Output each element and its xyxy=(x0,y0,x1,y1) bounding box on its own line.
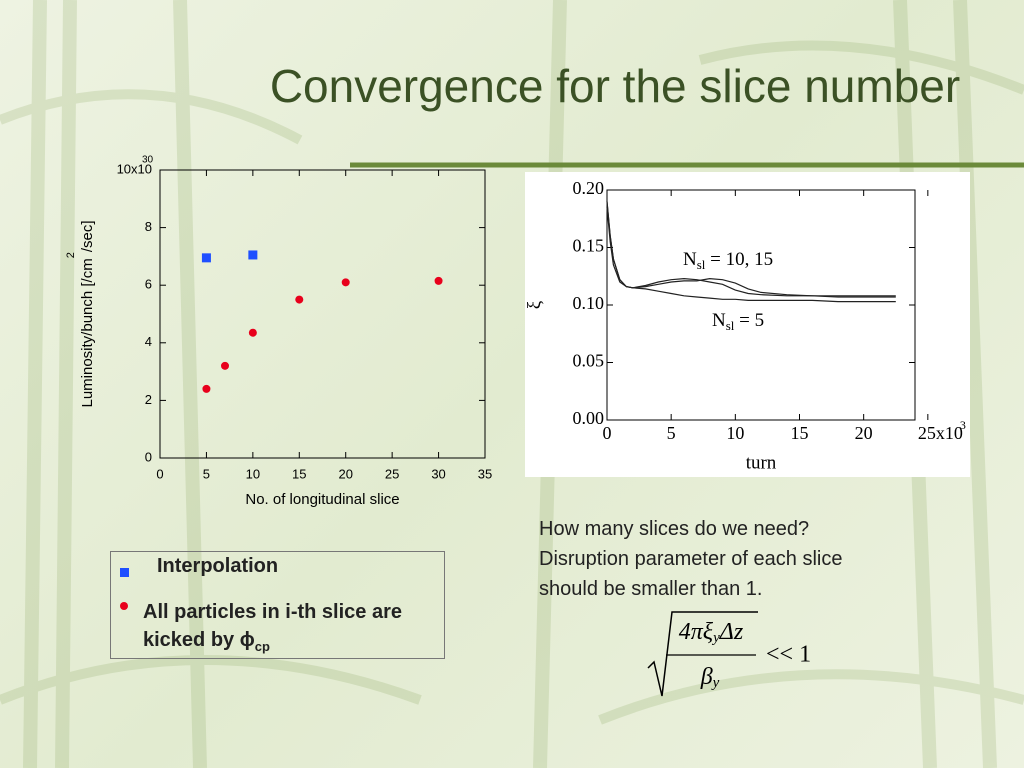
y-tick-label: 6 xyxy=(145,277,152,292)
x-tick-label: 10 xyxy=(246,466,260,481)
x-tick-label: 30 xyxy=(431,466,445,481)
point xyxy=(248,328,257,337)
y-tick-label: 0.00 xyxy=(573,408,605,428)
chart-panel xyxy=(525,172,970,477)
point xyxy=(341,278,350,287)
x-axis-label: turn xyxy=(746,452,777,473)
formula-numerator: 4πξyΔz xyxy=(679,619,744,647)
y-tick-label: 0 xyxy=(145,449,152,464)
x-tick-label: 15 xyxy=(791,423,809,443)
annotation-text: = 5 xyxy=(734,310,764,331)
y-tick-label: 4 xyxy=(145,334,152,349)
y-tick-label: 0.20 xyxy=(573,178,605,198)
y-axis-label: Luminosity/bunch [/cm2/sec] xyxy=(65,220,96,407)
x-exponent: 3 xyxy=(960,418,966,432)
x-tick-label: 5 xyxy=(203,466,210,481)
y-tick-label: 8 xyxy=(145,219,152,234)
note: How many slices do we need? xyxy=(539,518,810,540)
formula-text: β xyxy=(700,664,713,690)
annotation-text: = 10, 15 xyxy=(705,249,773,270)
point xyxy=(248,250,258,260)
point xyxy=(295,295,304,304)
y-axis-label: ξ xyxy=(524,300,545,309)
y-tick-label: 0.05 xyxy=(573,351,605,371)
x-tick-label: 5 xyxy=(667,423,676,443)
x-tick-label: 20 xyxy=(338,466,352,481)
formula-denominator: βy xyxy=(700,664,720,692)
x-tick-label: 20 xyxy=(855,423,873,443)
y-tick-label: 0.15 xyxy=(573,236,605,256)
legend-marker xyxy=(120,602,128,610)
formula-sub: y xyxy=(711,630,720,646)
legend-marker xyxy=(120,568,129,577)
x-tick-label: 10 xyxy=(726,423,744,443)
y-tick-label: 10x10 xyxy=(117,161,152,176)
legend-text: All particles in i-th slice are kicked b… xyxy=(143,601,402,651)
x-tick-label: 25x10 xyxy=(918,423,963,443)
point xyxy=(221,361,229,370)
line xyxy=(606,201,896,297)
formula-sub: y xyxy=(711,675,720,691)
formula-text: Δz xyxy=(719,619,744,645)
x-tick-label: 0 xyxy=(156,466,163,481)
y-tick-label: 2 xyxy=(145,392,152,407)
y-label-text: /sec] xyxy=(79,220,96,252)
annotation-sub: sl xyxy=(697,257,706,272)
annotation: Nsl = 5 xyxy=(712,310,764,333)
annotation: Nsl = 10, 15 xyxy=(683,249,773,272)
notes: How many slices do we need? Disruption p… xyxy=(539,514,842,604)
legend-label: Interpolation xyxy=(157,555,279,577)
annotation-sub: sl xyxy=(726,318,735,333)
y-label-text: Luminosity/bunch [/cm xyxy=(79,258,96,407)
y-label-sup: 2 xyxy=(65,252,77,258)
x-tick-label: 15 xyxy=(292,466,306,481)
point xyxy=(434,276,443,285)
note: Disruption parameter of each slice xyxy=(539,548,843,570)
legend-label: All particles in i-th slice are kicked b… xyxy=(143,598,443,661)
note: should be smaller than 1. xyxy=(539,578,763,600)
legend: Interpolation All particles in i-th slic… xyxy=(110,551,445,659)
line xyxy=(606,207,896,303)
formula-text: 4πξ xyxy=(679,619,714,645)
plot-frame xyxy=(159,169,486,459)
x-tick-label: 25 xyxy=(385,466,399,481)
x-tick-label: 35 xyxy=(478,466,492,481)
radical xyxy=(647,611,758,697)
x-axis-label: No. of longitudinal slice xyxy=(245,491,399,508)
y-exponent: 30 xyxy=(142,155,154,166)
annotation-text: N xyxy=(683,249,697,270)
point xyxy=(202,384,211,393)
annotation-text: N xyxy=(712,310,726,331)
point xyxy=(201,253,211,263)
x-tick-label: 0 xyxy=(603,423,612,443)
formula-rhs: << 1 xyxy=(766,642,811,668)
slide-title: Convergence for the slice number xyxy=(270,60,960,112)
y-tick-label: 0.10 xyxy=(573,293,605,313)
legend-sub: cp xyxy=(254,639,270,654)
